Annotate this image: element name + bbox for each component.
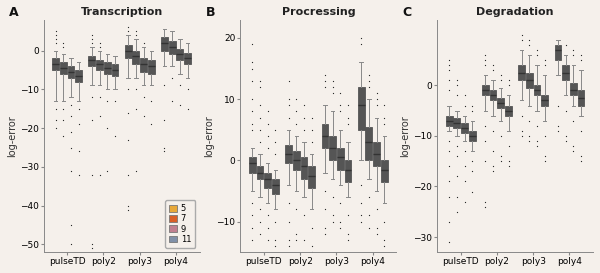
PathPatch shape [533,85,541,96]
PathPatch shape [301,157,307,179]
PathPatch shape [272,179,279,194]
PathPatch shape [112,64,118,76]
PathPatch shape [88,57,95,66]
PathPatch shape [285,145,292,164]
PathPatch shape [52,58,59,70]
Y-axis label: log-error: log-error [400,115,410,157]
PathPatch shape [446,116,452,126]
PathPatch shape [293,151,300,170]
PathPatch shape [76,70,82,82]
PathPatch shape [554,45,562,60]
PathPatch shape [541,96,548,106]
Text: A: A [9,6,19,19]
Title: Procressing: Procressing [281,7,355,17]
PathPatch shape [358,87,365,130]
PathPatch shape [161,37,168,51]
PathPatch shape [125,45,131,58]
PathPatch shape [265,173,271,188]
PathPatch shape [133,51,139,64]
PathPatch shape [344,160,352,182]
PathPatch shape [249,157,256,173]
PathPatch shape [454,118,460,128]
Text: C: C [403,6,412,19]
PathPatch shape [140,58,147,72]
Y-axis label: log-error: log-error [204,115,214,157]
PathPatch shape [518,65,525,80]
Legend: 5, 7, 9, 11: 5, 7, 9, 11 [165,200,196,248]
PathPatch shape [562,65,569,80]
PathPatch shape [497,98,504,108]
PathPatch shape [337,148,344,170]
PathPatch shape [96,60,103,70]
PathPatch shape [104,62,110,74]
PathPatch shape [461,123,468,133]
Y-axis label: log-error: log-error [7,115,17,157]
PathPatch shape [570,83,577,96]
PathPatch shape [578,90,584,106]
PathPatch shape [505,106,512,116]
PathPatch shape [329,136,336,160]
PathPatch shape [469,131,476,141]
PathPatch shape [184,52,191,64]
PathPatch shape [490,90,496,100]
PathPatch shape [257,167,263,179]
Title: Transcription: Transcription [80,7,163,17]
Title: Degradation: Degradation [476,7,554,17]
PathPatch shape [176,49,183,60]
PathPatch shape [308,167,315,188]
PathPatch shape [526,73,533,88]
PathPatch shape [169,41,176,54]
PathPatch shape [60,62,67,74]
PathPatch shape [381,160,388,182]
PathPatch shape [482,85,489,96]
PathPatch shape [68,66,74,78]
PathPatch shape [365,127,372,160]
PathPatch shape [148,60,155,74]
PathPatch shape [373,142,380,167]
PathPatch shape [322,124,328,148]
Text: B: B [206,6,215,19]
